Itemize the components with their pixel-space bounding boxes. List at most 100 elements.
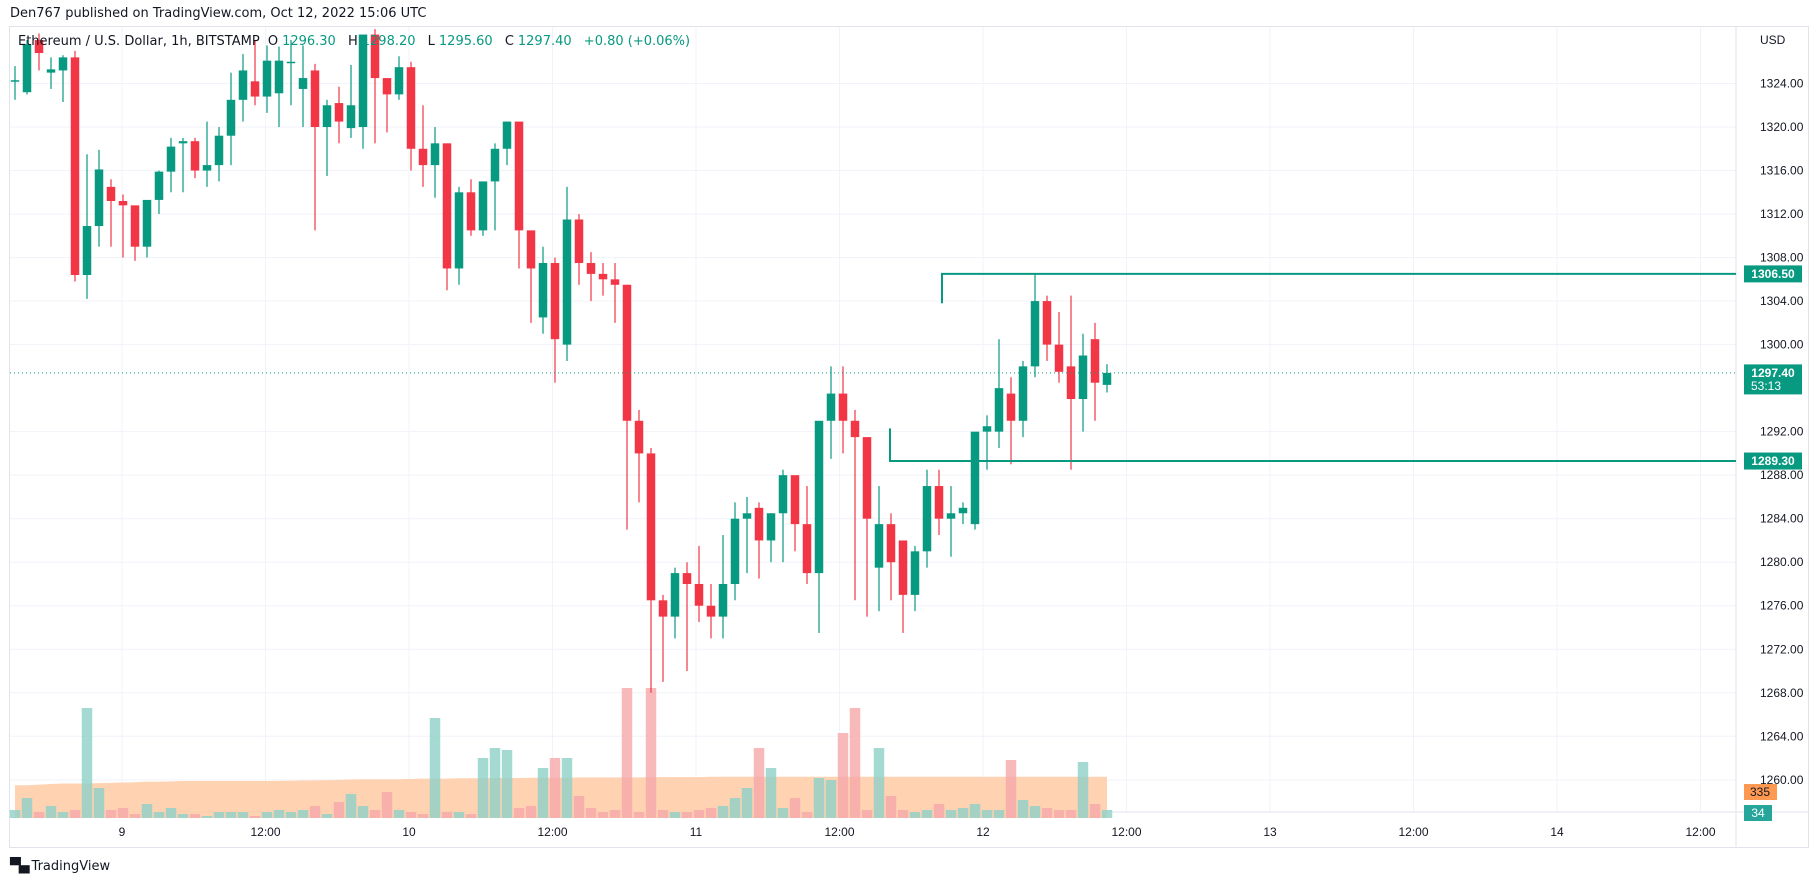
resistance-level-line[interactable] [941,272,1736,304]
candle-up[interactable] [274,60,284,94]
candle-up[interactable] [178,141,188,144]
candle-down[interactable] [610,279,620,285]
candle-up[interactable] [238,70,248,100]
candle-up[interactable] [286,61,296,64]
candle-up[interactable] [994,388,1004,432]
candle-down[interactable] [862,437,872,519]
candle-down[interactable] [1090,339,1100,383]
candle-up[interactable] [766,513,776,541]
candle-up[interactable] [730,518,740,584]
support-level-line[interactable] [889,428,1736,463]
price-tick: 1280.00 [1760,555,1804,569]
candle-down[interactable] [514,121,524,231]
candle-down[interactable] [838,393,848,421]
candle-down[interactable] [250,81,260,97]
candle-down[interactable] [370,34,380,79]
candle-up[interactable] [538,263,548,318]
candle-down[interactable] [706,605,716,617]
volume-bar [885,796,897,818]
candle-up[interactable] [982,426,992,432]
candle-up[interactable] [22,44,32,93]
brand-name[interactable]: TradingView [31,858,111,874]
candle-down[interactable] [418,148,428,166]
candle-up[interactable] [814,420,824,574]
candle-down[interactable] [682,573,692,584]
candle-down[interactable] [106,186,116,202]
candle-down[interactable] [658,600,668,617]
candle-down[interactable] [442,143,452,269]
candle-up[interactable] [346,105,356,129]
candle-down[interactable] [1054,344,1064,372]
candle-down[interactable] [34,39,44,54]
candle-up[interactable] [358,34,368,128]
candle-up[interactable] [478,181,488,231]
candle-up[interactable] [778,475,788,514]
candle-down[interactable] [586,263,596,274]
candle-up[interactable] [454,192,464,269]
chart-pane[interactable] [9,26,1809,848]
candle-down[interactable] [1006,393,1016,421]
candle-down[interactable] [550,263,560,340]
candle-down[interactable] [130,205,140,247]
candle-up[interactable] [1102,372,1112,385]
candle-up[interactable] [394,67,404,95]
candle-down[interactable] [598,273,608,280]
candle-down[interactable] [622,284,632,421]
candle-up[interactable] [826,393,836,421]
candle-up[interactable] [910,551,920,595]
candle-down[interactable] [634,420,644,454]
candle-up[interactable] [202,165,212,171]
candle-up[interactable] [718,583,728,617]
candle-up[interactable] [322,105,332,128]
candle-up[interactable] [1078,355,1088,400]
candle-up[interactable] [82,226,92,275]
candle-up[interactable] [226,99,236,136]
candle-up[interactable] [46,69,56,73]
candle-up[interactable] [970,431,980,525]
candle-up[interactable] [262,60,272,97]
candle-up[interactable] [94,169,104,227]
symbol-title[interactable]: Ethereum / U.S. Dollar, 1h, BITSTAMP [18,34,260,49]
candle-up[interactable] [142,199,152,247]
candle-up[interactable] [490,148,500,182]
candle-down[interactable] [70,57,80,275]
candle-up[interactable] [10,80,20,82]
candle-down[interactable] [850,420,860,438]
candle-up[interactable] [946,513,956,519]
candle-down[interactable] [886,524,896,563]
candle-down[interactable] [310,70,320,128]
candle-up[interactable] [874,524,884,568]
candle-up[interactable] [742,513,752,519]
candle-down[interactable] [190,141,200,171]
candle-down[interactable] [1066,366,1076,400]
candle-down[interactable] [754,507,764,541]
candle-up[interactable] [1018,366,1028,421]
candle-down[interactable] [802,524,812,574]
candle-down[interactable] [574,219,584,264]
candle-up[interactable] [214,135,224,166]
candle-down[interactable] [466,192,476,231]
candle-up[interactable] [58,57,68,71]
candle-down[interactable] [118,201,128,206]
candle-up[interactable] [922,486,932,552]
candle-up[interactable] [166,146,176,172]
candle-up[interactable] [154,171,164,200]
candle-up[interactable] [670,573,680,617]
candle-up[interactable] [1030,301,1040,367]
candle-down[interactable] [790,475,800,525]
candle-down[interactable] [382,78,392,95]
candle-down[interactable] [526,230,536,269]
candle-down[interactable] [334,103,344,122]
candle-down[interactable] [694,583,704,606]
candle-up[interactable] [502,121,512,149]
candle-down[interactable] [406,67,416,149]
candle-down[interactable] [646,453,656,601]
candle-up[interactable] [562,219,572,345]
candle-down[interactable] [1042,301,1052,345]
candle-down[interactable] [934,486,944,519]
candle-up[interactable] [430,143,440,166]
candle-up[interactable] [298,78,308,89]
candle-up[interactable] [958,507,968,514]
candle-down[interactable] [898,540,908,595]
